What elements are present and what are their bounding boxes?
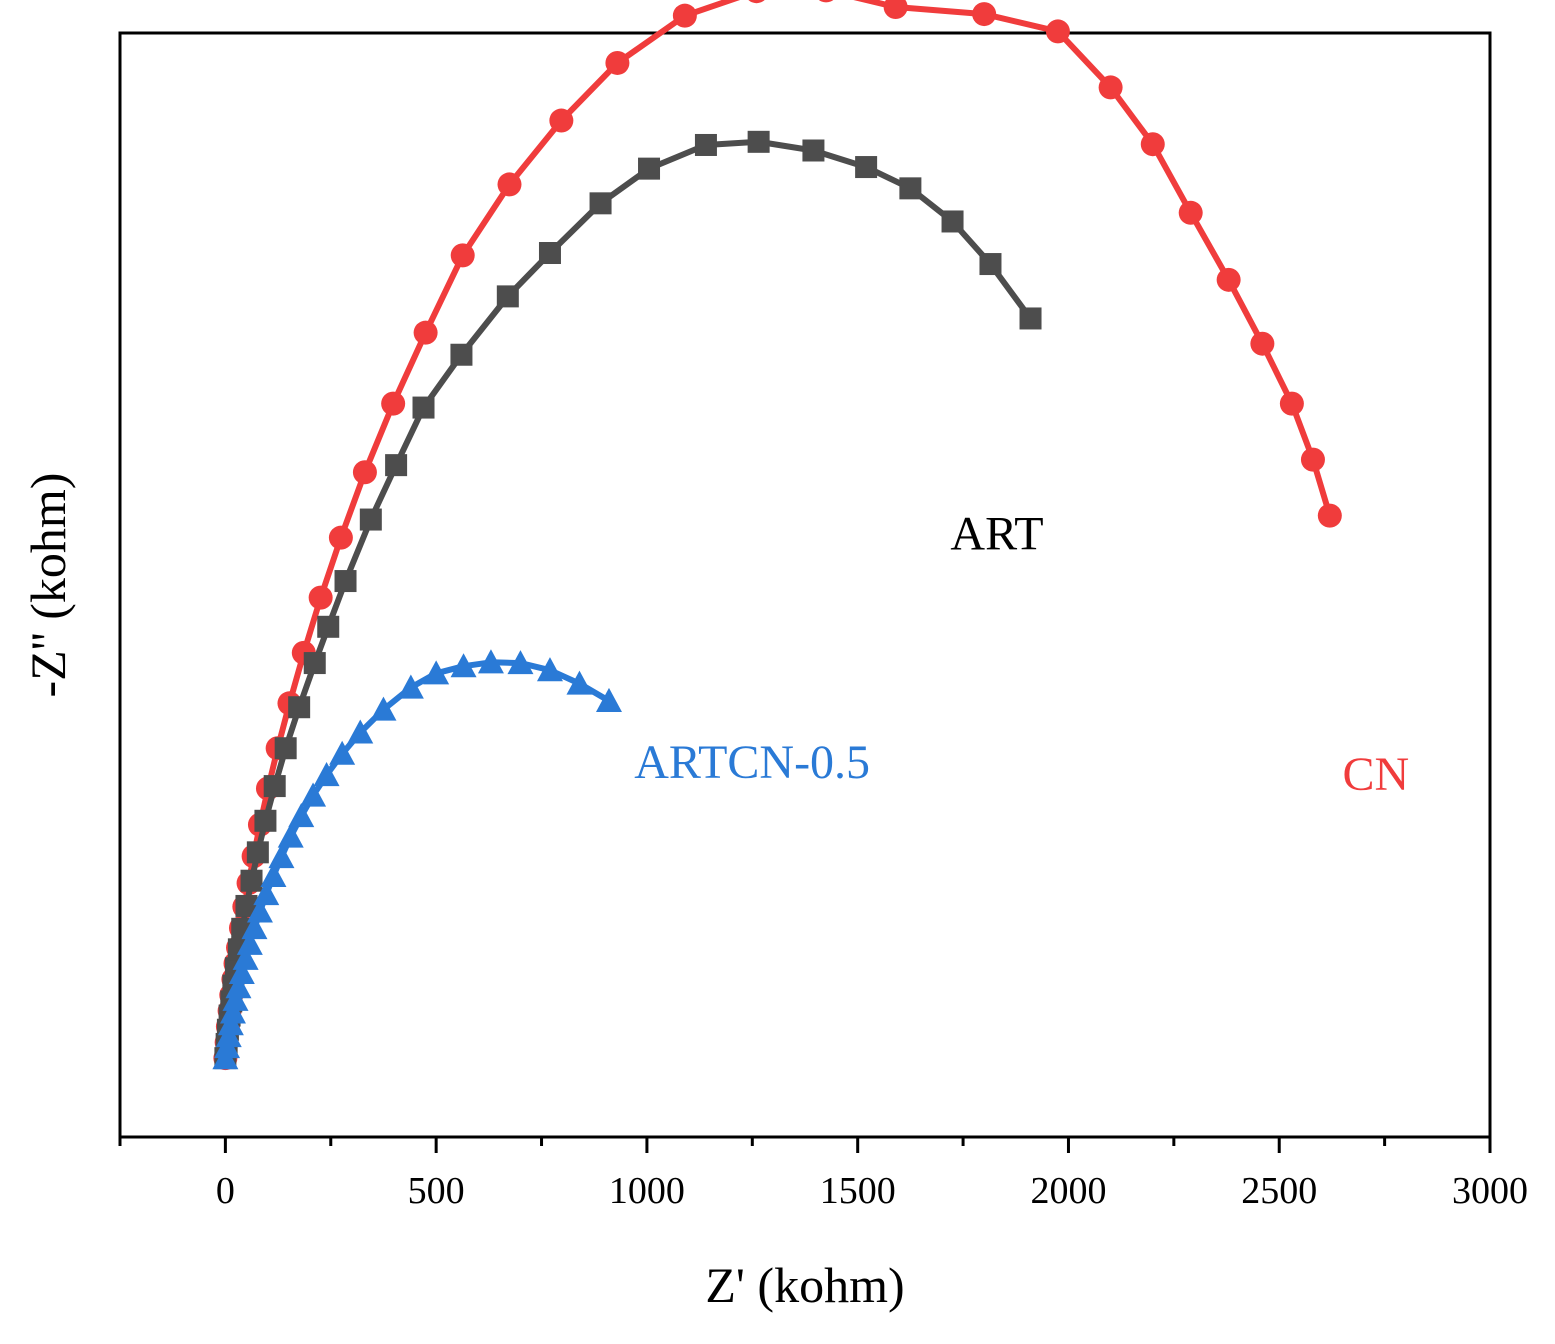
data-point xyxy=(352,460,377,485)
data-point xyxy=(228,959,255,985)
data-point xyxy=(1279,391,1304,416)
data-point xyxy=(802,139,825,162)
x-tick-label: 2000 xyxy=(1030,1170,1106,1212)
x-axis-ticks xyxy=(118,1137,1492,1153)
data-point xyxy=(1178,200,1203,225)
data-point xyxy=(246,841,269,864)
data-point xyxy=(381,391,406,416)
data-point xyxy=(1317,503,1342,528)
y-axis-title: -Z'' (kohm) xyxy=(20,473,76,698)
data-point xyxy=(241,915,268,940)
data-point xyxy=(225,974,252,999)
data-point xyxy=(397,674,424,699)
data-point xyxy=(450,243,475,268)
data-point xyxy=(274,737,297,760)
data-point xyxy=(303,652,326,675)
data-point xyxy=(236,930,263,955)
data-point xyxy=(549,108,574,133)
x-tick-label: 1000 xyxy=(609,1170,685,1212)
x-tick-label: 2500 xyxy=(1241,1170,1317,1212)
data-point xyxy=(232,945,259,970)
series-ART xyxy=(214,130,1042,1070)
data-point xyxy=(538,242,561,265)
data-point xyxy=(747,130,770,153)
data-point xyxy=(288,696,311,719)
data-point xyxy=(638,157,661,180)
data-point xyxy=(748,0,765,4)
data-point xyxy=(694,133,717,156)
data-point xyxy=(1250,331,1275,356)
data-point xyxy=(260,862,287,888)
x-tick-label: 500 xyxy=(408,1170,465,1212)
data-point xyxy=(253,881,280,906)
data-point xyxy=(370,696,397,721)
data-point xyxy=(277,823,304,848)
data-point xyxy=(235,894,258,917)
data-point xyxy=(972,2,997,27)
data-point xyxy=(979,253,1002,276)
data-point xyxy=(347,719,374,744)
data-point xyxy=(1140,132,1165,157)
x-tick-label: 0 xyxy=(216,1170,235,1212)
data-point xyxy=(450,343,473,366)
series-label-CN: CN xyxy=(1342,748,1409,801)
data-point xyxy=(589,192,612,215)
series-line xyxy=(222,138,1033,1059)
data-point xyxy=(477,649,504,674)
data-point xyxy=(308,585,333,610)
data-point xyxy=(219,999,246,1024)
data-point xyxy=(412,396,435,419)
data-point xyxy=(883,0,908,19)
data-point xyxy=(497,172,522,197)
data-point xyxy=(605,50,630,75)
series-line xyxy=(222,0,1333,1059)
data-point xyxy=(1098,75,1123,100)
data-point xyxy=(359,508,382,531)
plot-frame xyxy=(118,31,1492,1139)
x-tick-label: 1500 xyxy=(820,1170,896,1212)
data-point xyxy=(240,869,263,892)
data-point xyxy=(1216,267,1241,292)
data-point xyxy=(328,525,353,550)
data-point xyxy=(334,570,357,593)
data-point xyxy=(450,653,477,678)
series-CN xyxy=(213,0,1342,1071)
data-point xyxy=(899,177,922,200)
data-point xyxy=(313,762,340,787)
data-point xyxy=(1045,19,1070,44)
data-point xyxy=(268,844,295,869)
data-point xyxy=(413,320,438,345)
series-ARTCN-0.5 xyxy=(212,649,622,1070)
x-tick-label: 3000 xyxy=(1452,1170,1528,1212)
data-point xyxy=(941,210,964,233)
x-axis-title: Z' (kohm) xyxy=(705,1257,904,1313)
data-point xyxy=(300,782,327,807)
data-point xyxy=(672,3,697,28)
x-axis-tick-labels: 0 500 1000 1500 2000 2500 3000 xyxy=(216,1170,1528,1212)
data-point xyxy=(254,809,277,832)
data-point xyxy=(1300,447,1325,472)
data-point xyxy=(329,740,356,765)
data-point xyxy=(288,803,315,828)
data-point xyxy=(317,615,340,638)
data-point xyxy=(855,156,878,179)
data-point xyxy=(818,0,834,3)
data-point xyxy=(1019,307,1042,330)
data-point xyxy=(222,986,249,1011)
series-label-ARTCN-0.5: ARTCN-0.5 xyxy=(634,736,870,789)
data-point xyxy=(263,775,286,798)
data-point xyxy=(566,670,593,695)
data-point xyxy=(246,898,273,923)
series-labels: CN ART ARTCN-0.5 xyxy=(634,508,1409,802)
series-layer xyxy=(212,0,1342,1071)
data-point xyxy=(496,285,519,308)
data-point xyxy=(423,660,450,685)
data-point xyxy=(385,454,408,477)
data-point xyxy=(595,687,622,712)
data-point xyxy=(536,657,563,682)
series-label-ART: ART xyxy=(950,508,1043,561)
data-point xyxy=(507,650,534,675)
